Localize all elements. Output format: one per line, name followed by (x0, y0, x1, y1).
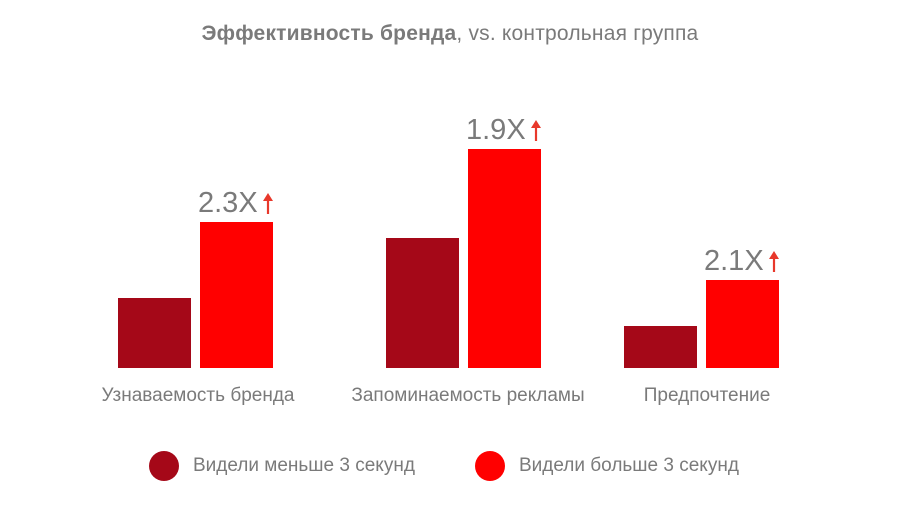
chart-title: Эффективность бренда, vs. контрольная гр… (0, 22, 900, 46)
bar-more-3s-0 (200, 222, 273, 368)
bar-less-3s-2 (624, 326, 697, 368)
up-arrow-icon (769, 251, 779, 272)
chart-title-bold: Эффективность бренда (201, 22, 457, 45)
data-label-1: 1.9X (466, 114, 526, 146)
chart-title-rest: , vs. контрольная группа (456, 22, 699, 45)
legend-item-more-3s: Видели больше 3 секунд (475, 450, 739, 482)
bar-less-3s-1 (386, 238, 459, 368)
data-label-0: 2.3X (198, 187, 258, 219)
category-label-2: Предпочтение (644, 385, 771, 406)
bar-more-3s-2 (706, 280, 779, 368)
legend-swatch-more-3s (475, 451, 505, 481)
up-arrow-icon (531, 120, 541, 141)
legend-swatch-less-3s (149, 451, 179, 481)
bar-less-3s-0 (118, 298, 191, 368)
bar-more-3s-1 (468, 149, 541, 368)
category-label-1: Запоминаемость рекламы (351, 385, 584, 406)
legend-item-less-3s: Видели меньше 3 секунд (149, 450, 415, 482)
legend-label-more-3s: Видели больше 3 секунд (519, 455, 739, 476)
legend-label-less-3s: Видели меньше 3 секунд (193, 455, 415, 476)
data-label-2: 2.1X (704, 245, 764, 277)
category-label-0: Узнаваемость бренда (102, 385, 295, 406)
up-arrow-icon (263, 193, 273, 214)
